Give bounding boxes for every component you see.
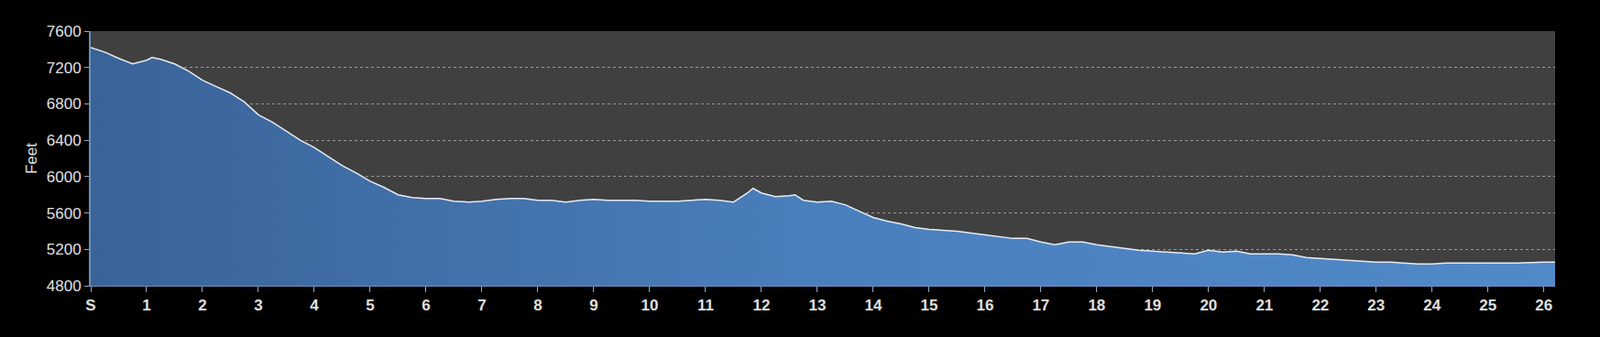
svg-text:20: 20 xyxy=(1199,296,1217,315)
svg-text:25: 25 xyxy=(1479,296,1497,315)
svg-text:24: 24 xyxy=(1423,296,1441,315)
svg-text:11: 11 xyxy=(697,296,714,315)
svg-text:7600: 7600 xyxy=(46,22,82,41)
svg-text:5200: 5200 xyxy=(46,241,82,259)
svg-text:5: 5 xyxy=(365,296,374,315)
svg-text:6400: 6400 xyxy=(46,131,82,150)
svg-text:3: 3 xyxy=(253,296,263,315)
svg-text:17: 17 xyxy=(1031,296,1050,315)
svg-text:5600: 5600 xyxy=(46,205,82,223)
svg-text:13: 13 xyxy=(808,296,826,315)
svg-text:S: S xyxy=(85,296,96,315)
svg-text:15: 15 xyxy=(920,296,938,315)
svg-text:12: 12 xyxy=(752,296,770,315)
svg-text:22: 22 xyxy=(1311,296,1329,315)
svg-text:14: 14 xyxy=(864,296,882,315)
svg-text:21: 21 xyxy=(1255,296,1273,315)
svg-text:19: 19 xyxy=(1143,296,1162,315)
svg-text:16: 16 xyxy=(975,296,994,315)
svg-text:1: 1 xyxy=(142,296,151,315)
svg-text:7: 7 xyxy=(477,296,486,315)
svg-text:4: 4 xyxy=(309,296,319,315)
svg-text:Feet: Feet xyxy=(22,142,41,175)
svg-text:10: 10 xyxy=(640,296,658,315)
svg-text:9: 9 xyxy=(589,296,598,315)
svg-text:6000: 6000 xyxy=(46,168,82,187)
svg-text:18: 18 xyxy=(1087,296,1106,315)
svg-text:23: 23 xyxy=(1367,296,1385,315)
svg-text:4800: 4800 xyxy=(46,277,82,296)
svg-text:2: 2 xyxy=(197,296,207,315)
svg-text:26: 26 xyxy=(1534,296,1553,315)
svg-text:7200: 7200 xyxy=(46,59,82,77)
svg-text:8: 8 xyxy=(533,296,542,315)
svg-text:6800: 6800 xyxy=(46,95,82,113)
svg-text:6: 6 xyxy=(421,296,430,315)
